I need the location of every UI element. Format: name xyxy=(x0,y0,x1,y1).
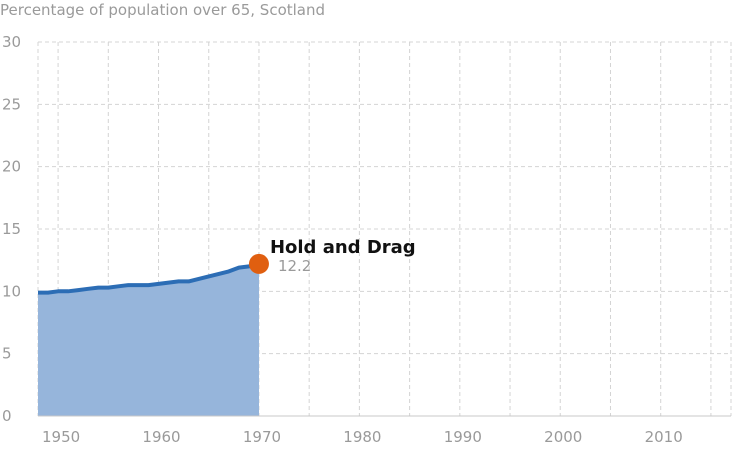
drag-handle[interactable] xyxy=(248,253,269,274)
handle-value-label: 12.2 xyxy=(278,257,311,275)
x-tick-label: 1980 xyxy=(343,428,381,446)
series-area xyxy=(38,263,259,416)
x-tick-label: 1960 xyxy=(142,428,180,446)
x-tick-label: 2000 xyxy=(544,428,582,446)
y-axis-ticks: 0 5 10 15 20 25 30 xyxy=(2,33,21,425)
y-tick-label: 15 xyxy=(2,220,21,238)
chart-title: Percentage of population over 65, Scotla… xyxy=(0,1,326,19)
y-tick-label: 10 xyxy=(2,282,21,300)
y-tick-label: 20 xyxy=(2,158,21,176)
x-tick-label: 1950 xyxy=(42,428,80,446)
y-tick-label: 25 xyxy=(2,95,21,113)
y-tick-label: 5 xyxy=(2,345,12,363)
x-tick-label: 1990 xyxy=(444,428,482,446)
drag-hint-label: Hold and Drag xyxy=(270,237,416,258)
x-tick-label: 1970 xyxy=(243,428,281,446)
y-tick-label: 0 xyxy=(2,407,12,425)
y-tick-label: 30 xyxy=(2,33,21,51)
x-axis-ticks: 1950 1960 1970 1980 1990 2000 2010 xyxy=(42,428,683,446)
series-line xyxy=(38,261,260,295)
x-tick-label: 2010 xyxy=(645,428,683,446)
